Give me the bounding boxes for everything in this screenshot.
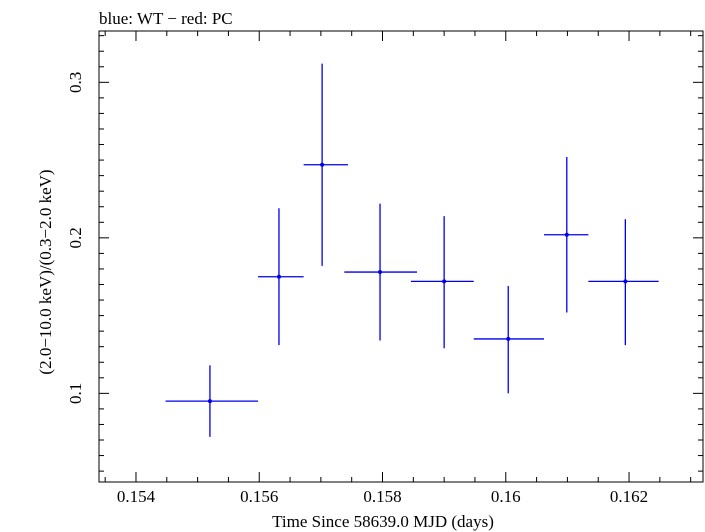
y-tick-label: 0.2 — [66, 227, 85, 248]
data-point — [303, 63, 348, 266]
y-axis-label: (2.0−10.0 keV)/(0.3−2.0 keV) — [36, 169, 55, 374]
data-point — [473, 286, 544, 394]
x-axis-label: Time Since 58639.0 MJD (days) — [272, 512, 494, 531]
x-tick-label: 0.16 — [491, 487, 521, 506]
x-tick-label: 0.156 — [240, 487, 278, 506]
data-series — [165, 63, 659, 437]
y-axis: 0.1 0.2 0.3 — [66, 35, 703, 472]
point-marker — [276, 274, 281, 279]
x-tick-label: 0.154 — [117, 487, 156, 506]
point-marker — [442, 279, 447, 284]
y-tick-label: 0.3 — [66, 72, 85, 93]
data-point — [588, 219, 659, 346]
data-point — [258, 208, 304, 346]
data-point — [543, 156, 589, 313]
point-marker — [378, 270, 383, 275]
point-marker — [506, 336, 511, 341]
point-marker — [623, 279, 628, 284]
point-marker — [207, 399, 212, 404]
plot-frame — [98, 30, 704, 483]
x-axis: 0.154 0.156 0.158 0.16 0.162 — [104, 31, 692, 506]
point-marker — [320, 162, 325, 167]
chart-title: blue: WT − red: PC — [99, 9, 233, 28]
data-point — [410, 216, 474, 349]
point-marker — [564, 232, 569, 237]
data-point — [165, 365, 259, 437]
y-tick-label: 0.1 — [66, 383, 85, 404]
data-point — [344, 203, 418, 341]
x-tick-label: 0.162 — [610, 487, 648, 506]
x-tick-label: 0.158 — [363, 487, 401, 506]
